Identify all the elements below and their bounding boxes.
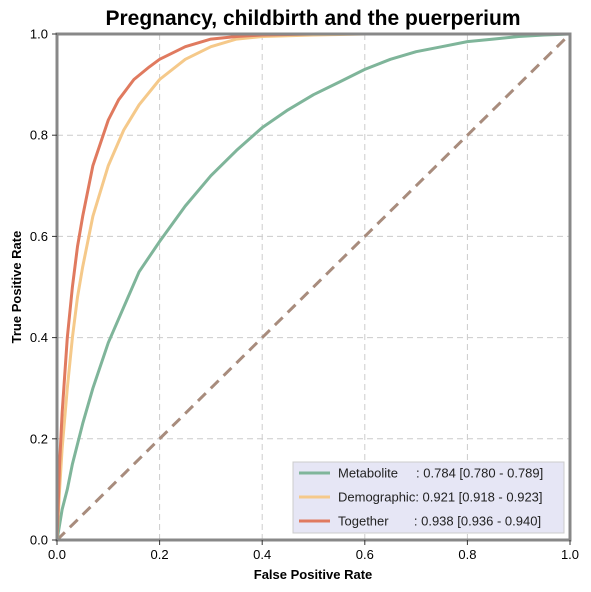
reference-diagonal-line	[55, 32, 572, 542]
legend-label-together: Together : 0.938 [0.936 - 0.940]	[338, 514, 541, 529]
x-tick-label: 0.2	[151, 547, 169, 562]
y-tick-label: 0.8	[30, 128, 48, 143]
plot-frame	[55, 32, 572, 542]
legend: Metabolite : 0.784 [0.780 - 0.789] Demogr…	[292, 461, 565, 534]
reference-diagonal	[55, 32, 572, 542]
x-tick-label: 0.4	[253, 547, 271, 562]
y-tick-label: 0.2	[30, 431, 48, 446]
x-tick-label: 0.0	[48, 547, 66, 562]
legend-label-metabolite: Metabolite : 0.784 [0.780 - 0.789]	[338, 466, 543, 481]
chart-title: Pregnancy, childbirth and the puerperium	[105, 7, 520, 30]
y-tick-label: 1.0	[30, 27, 48, 42]
x-tick-label: 1.0	[561, 547, 579, 562]
grid-lines	[57, 34, 570, 540]
x-tick-label: 0.8	[458, 547, 476, 562]
axis-ticks: 0.0 0.2 0.4 0.6 0.8 1.0 0.0 0.2 0.4 0.6 0.8 1.0	[30, 27, 579, 563]
y-tick-label: 0.6	[30, 229, 48, 244]
y-axis-label: True Positive Rate	[9, 231, 24, 344]
legend-box	[292, 461, 565, 534]
series-line-metabolite	[55, 32, 572, 542]
x-axis-label: False Positive Rate	[254, 567, 373, 582]
legend-label-demographic: Demographic: 0.921 [0.918 - 0.923]	[338, 490, 543, 505]
x-tick-label: 0.6	[356, 547, 374, 562]
y-tick-label: 0.0	[30, 533, 48, 548]
y-tick-label: 0.4	[30, 330, 48, 345]
